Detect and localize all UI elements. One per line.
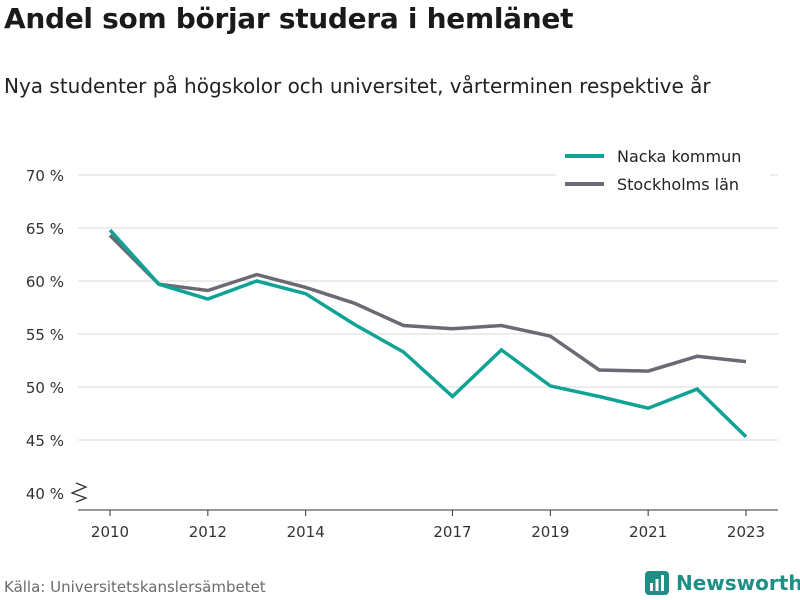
chart-subtitle: Nya studenter på högskolor och universit…: [4, 74, 711, 98]
y-tick-label: 65 %: [26, 220, 64, 238]
y-tick-label: 55 %: [26, 326, 64, 344]
series-lines: [108, 228, 748, 439]
y-tick-label: 60 %: [26, 273, 64, 291]
newsworthy-logo-icon: [645, 571, 669, 595]
y-tick-label: 50 %: [26, 379, 64, 397]
series-line-nacka: [108, 228, 748, 439]
x-tick-label: 2012: [189, 523, 227, 541]
x-tick-label: 2014: [287, 523, 325, 541]
legend-label: Stockholms län: [617, 175, 739, 194]
y-tick-label: 70 %: [26, 167, 64, 185]
brand-name: Newsworthy: [676, 571, 800, 595]
y-tick-label: 45 %: [26, 432, 64, 450]
series-line-stockholm: [108, 234, 747, 373]
y-axis: 40 % 45 % 50 % 55 % 60 % 65 % 70 %: [26, 167, 88, 503]
legend: Nacka kommun Stockholms län: [556, 140, 770, 202]
chart-title: Andel som börjar studera i hemlänet: [4, 2, 574, 35]
x-tick-label: 2019: [531, 523, 569, 541]
legend-box: [556, 140, 770, 202]
x-axis: 2010 2012 2014 2017 2019 2021 2023: [78, 509, 778, 541]
x-tick-label: 2023: [727, 523, 765, 541]
x-tick-label: 2017: [433, 523, 471, 541]
x-tick-label: 2010: [91, 523, 129, 541]
x-tick-label: 2021: [629, 523, 667, 541]
axis-break-icon: [70, 482, 88, 503]
source-note: Källa: Universitetskanslersämbetet: [4, 578, 266, 596]
brand-logo: Newsworthy: [644, 570, 800, 596]
y-tick-label: 40 %: [26, 485, 64, 503]
legend-label: Nacka kommun: [617, 147, 741, 166]
